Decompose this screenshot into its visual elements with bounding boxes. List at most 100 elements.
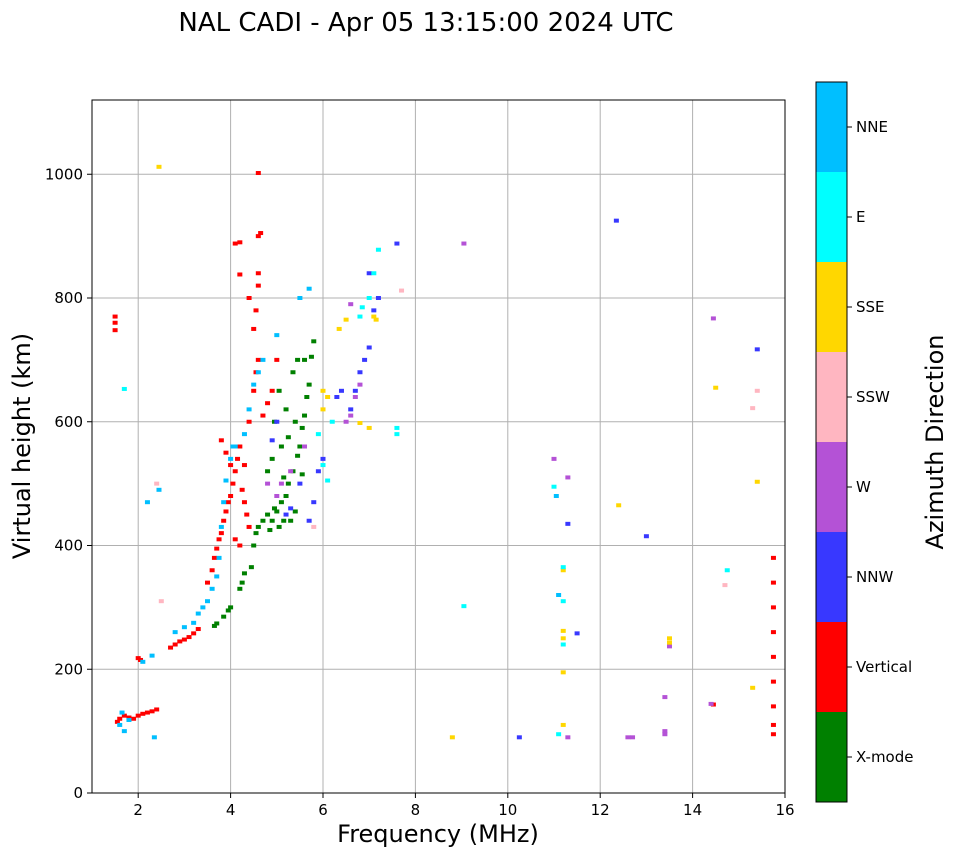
data-point-w xyxy=(708,701,714,706)
data-point-x-mode xyxy=(299,472,305,477)
colorbar-segment xyxy=(816,352,847,442)
data-point-vertical xyxy=(216,537,222,542)
x-tick-label: 12 xyxy=(591,801,610,819)
data-point-e xyxy=(320,463,326,468)
data-point-x-mode xyxy=(302,413,308,418)
data-point-vertical xyxy=(228,463,234,468)
data-point-vertical xyxy=(770,654,776,659)
data-point-x-mode xyxy=(269,456,275,461)
data-point-vertical xyxy=(121,713,127,718)
data-point-ssw xyxy=(158,599,164,604)
data-point-e xyxy=(371,271,377,276)
data-point-vertical xyxy=(255,234,261,239)
y-tick-label: 800 xyxy=(54,289,83,307)
data-point-sse xyxy=(667,640,672,645)
data-point-e xyxy=(394,432,400,437)
data-point-vertical xyxy=(149,709,155,714)
data-point-vertical xyxy=(214,546,220,551)
data-point-sse xyxy=(320,388,326,393)
data-point-w xyxy=(352,395,358,399)
data-point-vertical xyxy=(218,438,224,443)
data-point-x-mode xyxy=(255,524,261,529)
data-point-sse xyxy=(320,407,326,412)
data-point-vertical xyxy=(239,487,245,492)
data-point-nnw xyxy=(574,631,580,636)
data-point-x-mode xyxy=(281,518,287,523)
data-point-ssw xyxy=(399,288,405,293)
data-point-x-mode xyxy=(276,388,282,393)
data-point-vertical xyxy=(770,679,776,684)
data-point-x-mode xyxy=(225,608,231,613)
data-point-x-mode xyxy=(292,509,298,514)
data-point-nnw xyxy=(754,347,760,352)
data-point-w xyxy=(461,241,467,246)
data-point-x-mode xyxy=(278,444,284,449)
data-point-sse xyxy=(616,503,622,508)
data-point-e xyxy=(394,425,400,430)
data-point-vertical xyxy=(232,537,238,542)
data-point-vertical xyxy=(181,637,187,642)
data-point-nnw xyxy=(334,395,340,399)
data-point-sse xyxy=(560,722,566,727)
data-point-vertical xyxy=(154,707,160,712)
data-point-nnw xyxy=(565,521,571,526)
data-point-nne xyxy=(117,722,123,727)
data-point-vertical xyxy=(225,500,231,505)
data-point-sse xyxy=(357,420,363,425)
data-point-vertical xyxy=(232,241,238,246)
data-point-w xyxy=(710,316,716,321)
data-point-vertical xyxy=(172,642,178,647)
data-point-vertical xyxy=(135,713,141,718)
data-point-vertical xyxy=(770,732,776,737)
data-point-nnw xyxy=(394,241,400,246)
x-tick-label: 14 xyxy=(683,801,702,819)
data-point-ssw xyxy=(754,388,760,393)
data-point-x-mode xyxy=(253,531,259,536)
colorbar-segment xyxy=(816,82,847,172)
data-point-w xyxy=(357,382,363,387)
data-point-w xyxy=(662,695,668,700)
data-point-sse xyxy=(713,385,719,390)
data-point-x-mode xyxy=(248,565,254,570)
data-point-vertical xyxy=(235,456,241,461)
data-point-nne xyxy=(228,456,234,461)
data-point-x-mode xyxy=(274,509,280,514)
data-point-w xyxy=(348,413,354,418)
data-point-vertical xyxy=(770,722,776,727)
colorbar-segment xyxy=(816,442,847,532)
data-point-nne xyxy=(274,333,280,338)
data-point-vertical xyxy=(770,580,776,585)
data-point-nnw xyxy=(283,512,289,517)
data-point-nne xyxy=(149,653,155,658)
data-point-nnw xyxy=(375,296,381,300)
data-point-x-mode xyxy=(308,354,314,359)
data-point-x-mode xyxy=(290,370,296,375)
data-point-nne xyxy=(209,586,215,591)
data-point-w xyxy=(625,735,631,740)
data-point-w xyxy=(288,469,294,474)
data-point-nnw xyxy=(320,456,326,461)
data-point-nne xyxy=(121,729,127,734)
data-point-vertical xyxy=(228,494,234,498)
data-point-w xyxy=(302,444,308,449)
data-point-vertical xyxy=(265,401,271,406)
data-point-nne xyxy=(246,407,252,412)
data-point-nnw xyxy=(269,438,275,443)
colorbar-tick-label: NNE xyxy=(856,118,888,136)
data-point-nne xyxy=(195,611,201,616)
data-point-nne xyxy=(223,478,229,483)
data-point-vertical xyxy=(246,524,252,529)
x-axis-label: Frequency (MHz) xyxy=(337,820,539,848)
data-point-nne xyxy=(306,286,312,291)
data-point-vertical xyxy=(114,719,120,724)
data-point-x-mode xyxy=(295,453,301,458)
data-point-nnw xyxy=(516,735,522,740)
data-point-vertical xyxy=(205,580,210,585)
data-point-x-mode xyxy=(311,339,317,344)
data-point-sse xyxy=(366,425,372,430)
data-point-nne xyxy=(255,370,261,375)
data-point-ssw xyxy=(311,524,317,529)
data-point-nne xyxy=(556,593,562,597)
data-point-vertical xyxy=(177,639,183,644)
data-point-vertical xyxy=(260,413,266,418)
